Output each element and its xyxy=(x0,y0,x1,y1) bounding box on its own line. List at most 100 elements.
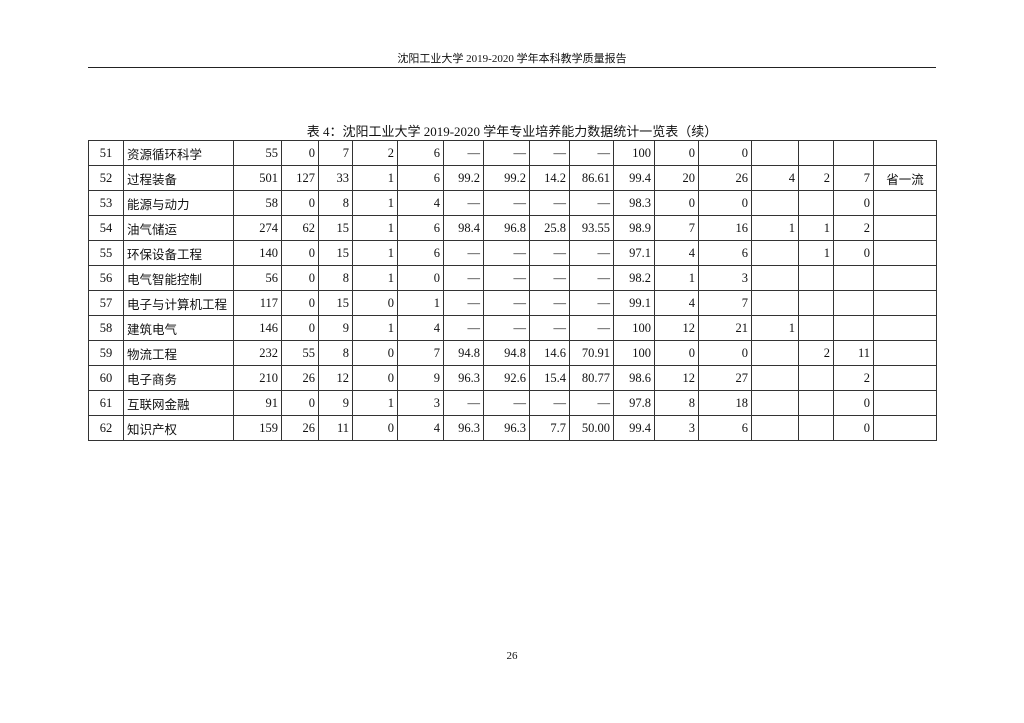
table-cell: — xyxy=(569,240,614,266)
table-cell: 25.8 xyxy=(529,215,570,241)
table-cell: 80.77 xyxy=(569,365,614,391)
table-cell: 8 xyxy=(318,190,353,216)
table-cell: 1 xyxy=(654,265,699,291)
table-cell: — xyxy=(483,390,530,416)
table-cell: 1 xyxy=(352,190,398,216)
table-cell: — xyxy=(529,315,570,341)
table-cell: 99.2 xyxy=(443,165,484,191)
table-cell: 98.9 xyxy=(613,215,655,241)
table-cell: 1 xyxy=(352,215,398,241)
table-cell: 210 xyxy=(233,365,282,391)
table-cell: 16 xyxy=(698,215,752,241)
table-cell: 58 xyxy=(233,190,282,216)
table-cell: 0 xyxy=(352,365,398,391)
table-cell: 99.1 xyxy=(613,290,655,316)
major-name: 油气储运 xyxy=(123,215,234,241)
table-cell: — xyxy=(483,315,530,341)
major-name: 能源与动力 xyxy=(123,190,234,216)
table-row: 56 电气智能控制 56 0 8 1 0— — — —98.2 1 3 xyxy=(88,265,937,291)
table-cell: 2 xyxy=(833,365,874,391)
table-cell: 0 xyxy=(281,390,319,416)
table-cell: 0 xyxy=(281,315,319,341)
row-number: 55 xyxy=(88,240,124,266)
table-cell: 117 xyxy=(233,290,282,316)
table-cell xyxy=(798,290,834,316)
table-cell: 4 xyxy=(397,190,444,216)
table-row: 58 建筑电气 146 0 9 1 4— — — —100 12 21 1 xyxy=(88,315,937,341)
table-cell: 1 xyxy=(798,215,834,241)
table-cell: 9 xyxy=(318,315,353,341)
table-cell: 1 xyxy=(352,265,398,291)
table-cell: 0 xyxy=(654,140,699,166)
table-cell: 26 xyxy=(698,165,752,191)
table-cell: 146 xyxy=(233,315,282,341)
table-cell: 4 xyxy=(397,415,444,441)
table-cell xyxy=(798,315,834,341)
table-cell xyxy=(751,415,799,441)
table-cell: — xyxy=(443,240,484,266)
table-cell: — xyxy=(483,190,530,216)
row-number: 58 xyxy=(88,315,124,341)
table-cell xyxy=(798,190,834,216)
table-cell: — xyxy=(443,390,484,416)
table-cell xyxy=(798,265,834,291)
table-cell: — xyxy=(529,390,570,416)
table-cell xyxy=(798,390,834,416)
table-cell: 0 xyxy=(698,340,752,366)
table-cell: 0 xyxy=(654,340,699,366)
table-cell: 96.3 xyxy=(443,415,484,441)
table-cell: 2 xyxy=(798,340,834,366)
table-cell: 0 xyxy=(397,265,444,291)
table-cell xyxy=(873,140,937,166)
table-cell: 50.00 xyxy=(569,415,614,441)
table-cell: 86.61 xyxy=(569,165,614,191)
table-cell: 6 xyxy=(397,140,444,166)
table-cell: — xyxy=(443,315,484,341)
table-cell: — xyxy=(529,190,570,216)
table-cell: 8 xyxy=(654,390,699,416)
table-cell: — xyxy=(529,140,570,166)
table-cell: 1 xyxy=(751,215,799,241)
major-name: 电子与计算机工程 xyxy=(123,290,234,316)
table-cell: 0 xyxy=(352,340,398,366)
table-cell: 1 xyxy=(352,165,398,191)
table-cell: 4 xyxy=(397,315,444,341)
header-rule xyxy=(88,67,936,68)
table-cell: 2 xyxy=(352,140,398,166)
table-cell: 12 xyxy=(654,365,699,391)
table-cell: 省一流 xyxy=(873,165,937,191)
table-cell: 62 xyxy=(281,215,319,241)
table-cell: — xyxy=(443,190,484,216)
table-cell: — xyxy=(569,315,614,341)
table-cell xyxy=(873,415,937,441)
table-cell: — xyxy=(529,240,570,266)
table-cell xyxy=(873,365,937,391)
table-cell: 8 xyxy=(318,340,353,366)
table-cell: 33 xyxy=(318,165,353,191)
table-cell: 9 xyxy=(318,390,353,416)
row-number: 61 xyxy=(88,390,124,416)
table-cell xyxy=(751,390,799,416)
table-cell: 2 xyxy=(833,215,874,241)
table-cell xyxy=(873,290,937,316)
table-cell: — xyxy=(569,190,614,216)
table-cell: 0 xyxy=(352,290,398,316)
table-cell: 3 xyxy=(698,265,752,291)
table-cell: 99.4 xyxy=(613,415,655,441)
row-number: 59 xyxy=(88,340,124,366)
table-cell: — xyxy=(529,265,570,291)
table-cell: 12 xyxy=(654,315,699,341)
table-cell: 159 xyxy=(233,415,282,441)
table-cell xyxy=(873,215,937,241)
page-number: 26 xyxy=(506,650,518,662)
table-cell: 26 xyxy=(281,365,319,391)
major-name: 物流工程 xyxy=(123,340,234,366)
major-name: 过程装备 xyxy=(123,165,234,191)
row-number: 60 xyxy=(88,365,124,391)
data-table: 51 资源循环科学 55 0 7 2 6— — — —100 0 0 52 过程装备 501 127 33 1 6 9… xyxy=(88,140,937,441)
table-cell: 8 xyxy=(318,265,353,291)
table-cell: 91 xyxy=(233,390,282,416)
row-number: 53 xyxy=(88,190,124,216)
table-cell: 98.3 xyxy=(613,190,655,216)
row-number: 52 xyxy=(88,165,124,191)
